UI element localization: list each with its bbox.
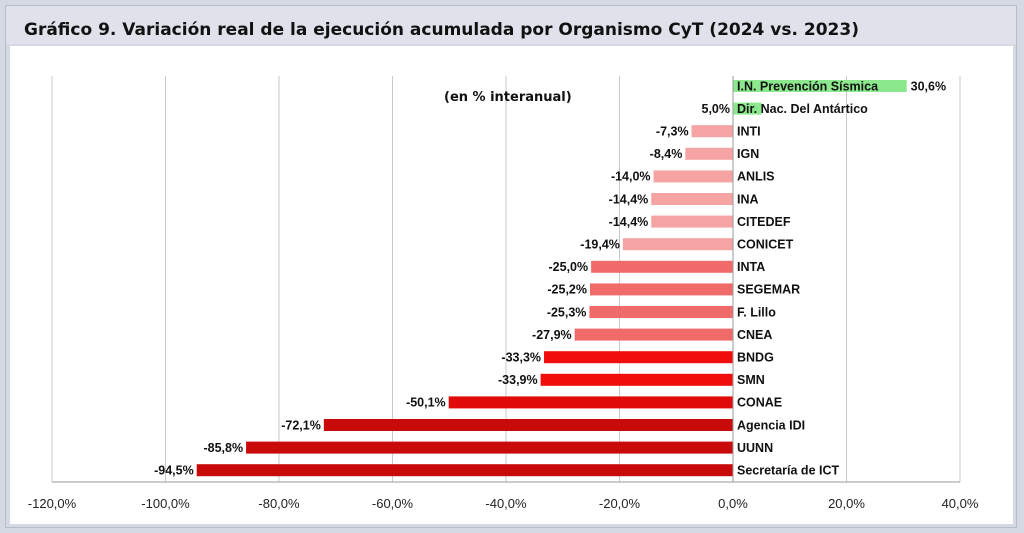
bar [733, 80, 907, 92]
x-tick-label: -100,0% [141, 496, 190, 511]
value-label: -19,4% [580, 237, 620, 251]
category-label: INA [737, 192, 759, 206]
bar [544, 351, 733, 364]
value-label: -14,4% [609, 215, 649, 229]
bar [622, 238, 733, 251]
bar [448, 396, 733, 409]
bar [733, 102, 762, 115]
bar [323, 419, 733, 431]
bar [540, 373, 733, 386]
bar [589, 306, 733, 318]
category-label: SEGEMAR [737, 283, 800, 297]
value-label: -14,0% [611, 170, 651, 184]
category-label: F. Lillo [737, 305, 776, 319]
title-bar: Gráfico 9. Variación real de la ejecució… [6, 6, 1016, 44]
x-tick-label: 20,0% [828, 496, 865, 511]
value-label: -8,4% [650, 147, 683, 161]
value-label: -33,9% [498, 373, 538, 387]
category-label: INTA [737, 260, 765, 274]
value-label: -50,1% [406, 396, 446, 410]
value-label: -33,3% [501, 350, 541, 364]
bar [691, 125, 733, 138]
value-label: -25,3% [547, 305, 587, 319]
category-label: IGN [737, 147, 759, 161]
bar [589, 283, 733, 296]
category-label: ANLIS [737, 170, 775, 184]
value-label: -25,0% [549, 260, 589, 274]
x-tick-label: 40,0% [942, 496, 979, 511]
category-label: Dir. Nac. Del Antártico [737, 102, 868, 116]
value-label: -94,5% [154, 463, 194, 477]
x-tick-label: -80,0% [258, 496, 300, 511]
value-label: -25,2% [547, 283, 587, 297]
value-label: -7,3% [656, 124, 689, 138]
category-label: CONAE [737, 396, 782, 410]
category-label: UUNN [737, 441, 773, 455]
category-label: Agencia IDI [737, 418, 805, 432]
category-label: BNDG [737, 350, 774, 364]
x-tick-label: -40,0% [485, 496, 527, 511]
category-label: Secretaría de ICT [737, 463, 839, 477]
chart-title: Gráfico 9. Variación real de la ejecució… [24, 20, 859, 40]
x-tick-label: -120,0% [28, 496, 77, 511]
value-label: -85,8% [203, 441, 243, 455]
bar [196, 464, 733, 477]
bar [653, 170, 733, 183]
value-label: -14,4% [609, 192, 649, 206]
bar [574, 328, 733, 341]
value-label: -72,1% [281, 418, 321, 432]
x-tick-label: 0,0% [718, 496, 748, 511]
category-label: SMN [737, 373, 765, 387]
value-label: 30,6% [911, 79, 946, 93]
bar [651, 193, 733, 205]
chart-subtitle: (en % interanual) [444, 90, 572, 105]
category-label: CITEDEF [737, 215, 791, 229]
category-label: CNEA [737, 328, 772, 342]
x-tick-label: -20,0% [599, 496, 641, 511]
value-label: 5,0% [702, 102, 731, 116]
category-label: CONICET [737, 237, 794, 251]
bar [591, 260, 733, 273]
category-label: INTI [737, 124, 761, 138]
bar [685, 147, 733, 160]
value-label: -27,9% [532, 328, 572, 342]
x-tick-label: -60,0% [372, 496, 414, 511]
bar [246, 441, 733, 454]
category-label: I.N. Prevención Sísmica [737, 79, 879, 93]
bar [651, 215, 733, 228]
